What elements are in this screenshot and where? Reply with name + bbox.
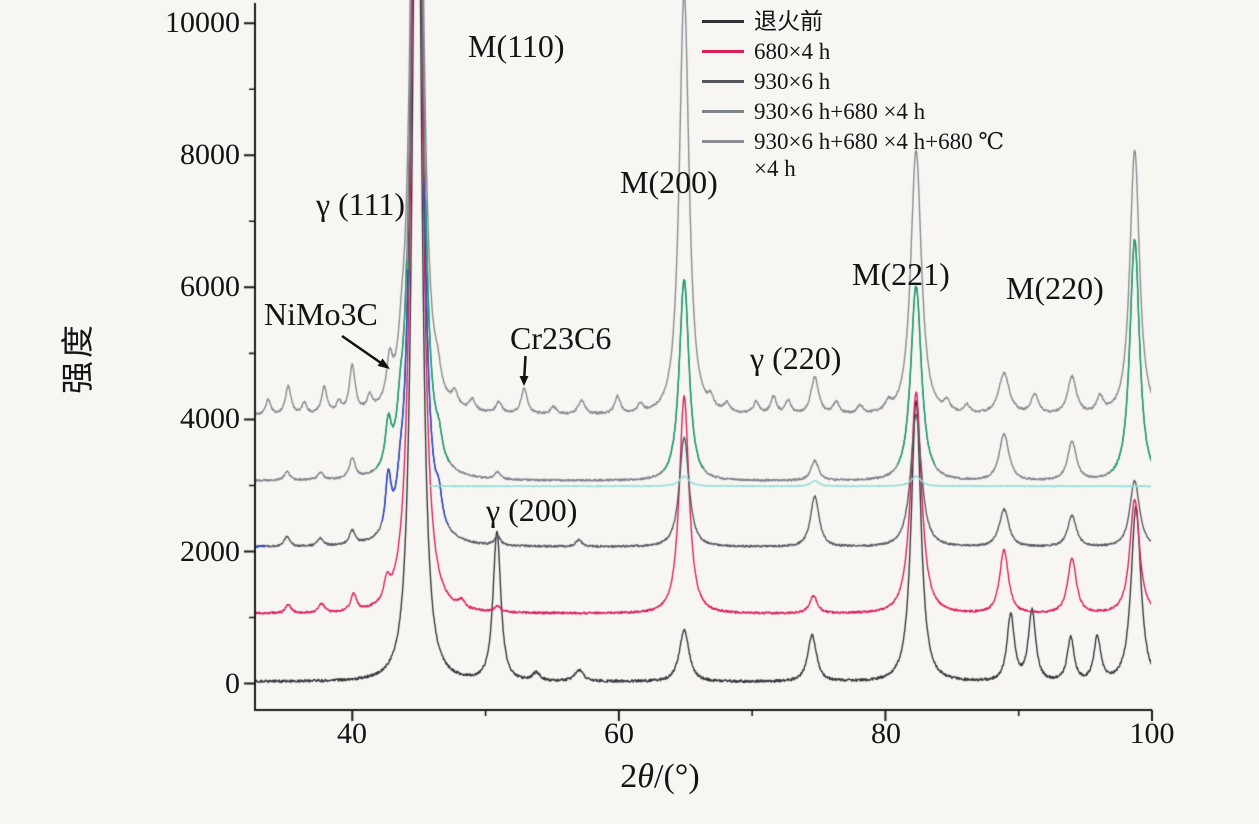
peak-label-m221: M(221) [852,256,950,292]
y-tick-label-6000: 6000 [180,270,240,303]
peak-label-cr23c6: Cr23C6 [510,320,612,356]
legend-item-label-line1: 930×6 h+680 ×4 h+680 ℃ [754,129,1005,154]
y-tick-label-10000: 10000 [165,6,240,39]
y-axis-label: 强度 [61,322,97,394]
legend-item-label: 退火前 [754,9,823,34]
legend-item-930x6h-680x4h: 930×6 h+680 ×4 h [702,98,1254,125]
legend-line-swatch [702,110,744,113]
x-axis-label-post: /(°) [654,758,700,795]
peak-label-m200: M(200) [620,164,718,200]
legend-item-label: 930×6 h [754,69,831,94]
legend: 退火前 680×4 h 930×6 h 930×6 h+680 ×4 h 930… [702,8,1254,185]
legend-line-swatch [702,80,744,83]
peak-label-gamma220: γ (220) [750,340,842,376]
peak-label-gamma111: γ (111) [316,186,406,222]
x-axis-label: 2θ/(°) [555,758,765,796]
legend-line-swatch [702,50,744,53]
x-tick-label-80: 80 [871,717,901,750]
peak-label-nimo3c: NiMo3C [264,296,378,332]
legend-item-680x4h: 680×4 h [702,38,1254,65]
legend-item-label: 930×6 h+680 ×4 h [754,99,926,124]
x-tick-label-60: 60 [604,717,634,750]
legend-item-930x6h-680x4h-680c4h: 930×6 h+680 ×4 h+680 ℃ ×4 h [702,128,1254,182]
legend-item-label-line2: ×4 h [754,156,796,181]
x-axis-label-pre: 2 [620,758,638,795]
legend-line-swatch [702,140,744,143]
peak-label-gamma200: γ (200) [486,492,578,528]
cr23c6-arrow-icon [519,355,529,386]
peak-label-m110: M(110) [468,28,565,64]
legend-line-swatch [702,20,744,23]
legend-item-label: 930×6 h+680 ×4 h+680 ℃ ×4 h [754,128,1004,182]
x-axis-label-theta: θ [637,758,654,795]
y-tick-label-4000: 4000 [180,402,240,435]
x-tick-label-100: 100 [1129,717,1175,750]
y-tick-label-2000: 2000 [180,535,240,568]
peak-label-m220: M(220) [1006,270,1104,306]
x-tick-label-40: 40 [337,717,367,750]
legend-item-annealed-before: 退火前 [702,8,1254,35]
legend-item-label: 680×4 h [754,39,831,64]
legend-item-930x6h: 930×6 h [702,68,1254,95]
y-tick-label-8000: 8000 [180,138,240,171]
y-tick-label-0: 0 [225,667,240,700]
nimo3c-arrow-icon [341,334,390,369]
